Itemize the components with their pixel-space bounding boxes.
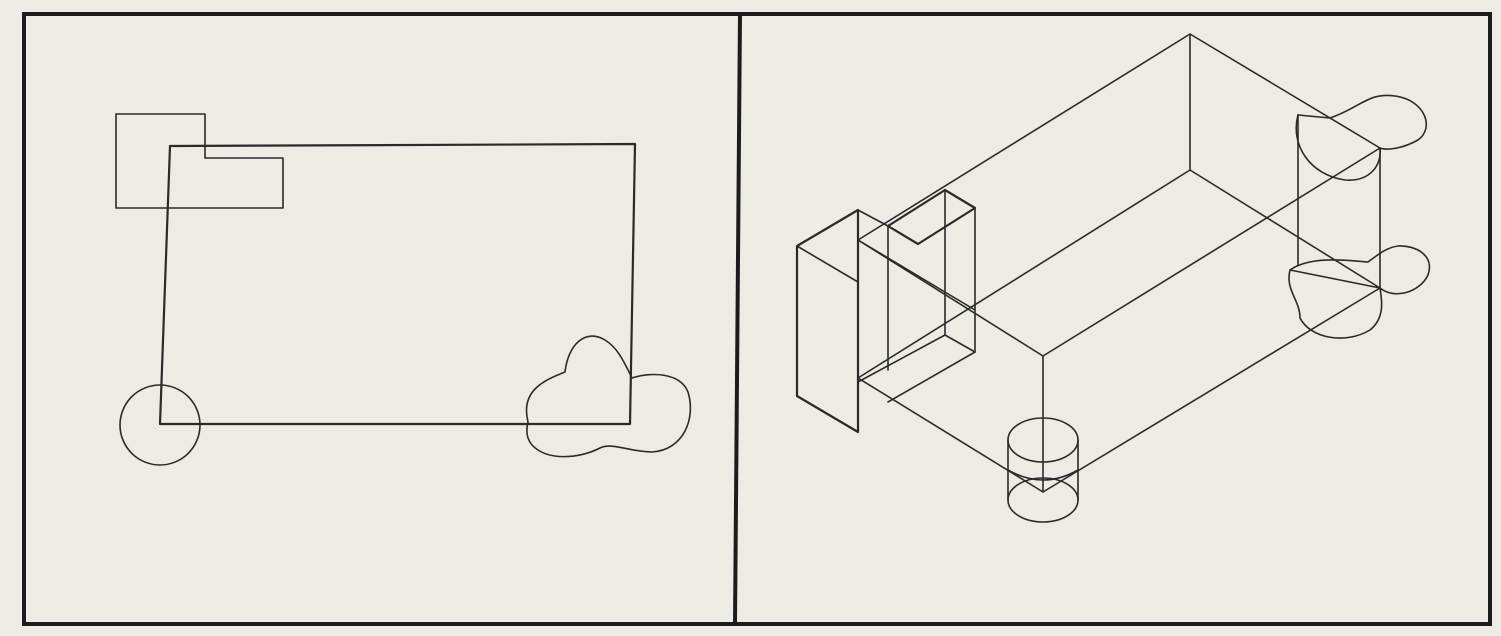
plan-view <box>115 113 692 466</box>
iso-block-inner-top <box>886 188 977 246</box>
iso-block-inner-cross <box>857 239 976 311</box>
isometric-view <box>795 33 1431 523</box>
iso-right-boss-upper <box>1295 94 1428 266</box>
iso-box-bottom-face <box>857 287 1381 493</box>
panel-divider <box>733 13 742 625</box>
iso-block-outer-top <box>796 245 859 433</box>
plan-main-rectangle <box>158 142 637 426</box>
outer-frame <box>22 12 1492 626</box>
iso-block-inner-bottom <box>857 334 976 403</box>
iso-box-hidden-bottom <box>857 169 1381 379</box>
iso-block-outer-top-edge <box>857 209 889 227</box>
plan-corner-blob <box>525 335 692 458</box>
plan-corner-circle <box>119 384 201 466</box>
iso-front-cylinder <box>1007 417 1079 523</box>
iso-right-boss-lower <box>1288 245 1431 339</box>
iso-block-outer-front <box>795 208 860 434</box>
plan-l-tab <box>115 113 284 209</box>
iso-block-outer-bottom <box>796 395 859 433</box>
